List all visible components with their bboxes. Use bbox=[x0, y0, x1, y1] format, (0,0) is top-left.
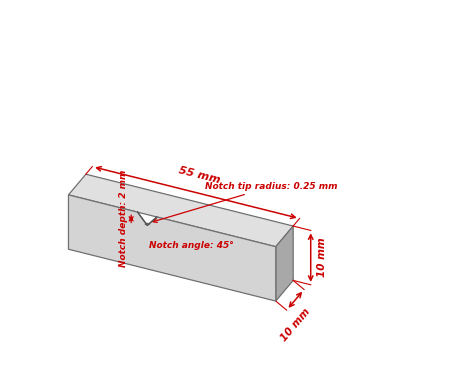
Polygon shape bbox=[68, 195, 276, 301]
Text: 55 mm: 55 mm bbox=[178, 165, 221, 185]
Text: Notch angle: 45°: Notch angle: 45° bbox=[149, 241, 234, 250]
Text: Notch tip radius: 0.25 mm: Notch tip radius: 0.25 mm bbox=[153, 182, 338, 223]
Text: Notch depth: 2 mm: Notch depth: 2 mm bbox=[119, 170, 128, 268]
Polygon shape bbox=[68, 174, 293, 247]
Polygon shape bbox=[276, 226, 293, 301]
Text: 10 mm: 10 mm bbox=[317, 238, 327, 277]
Text: 10 mm: 10 mm bbox=[279, 306, 312, 343]
